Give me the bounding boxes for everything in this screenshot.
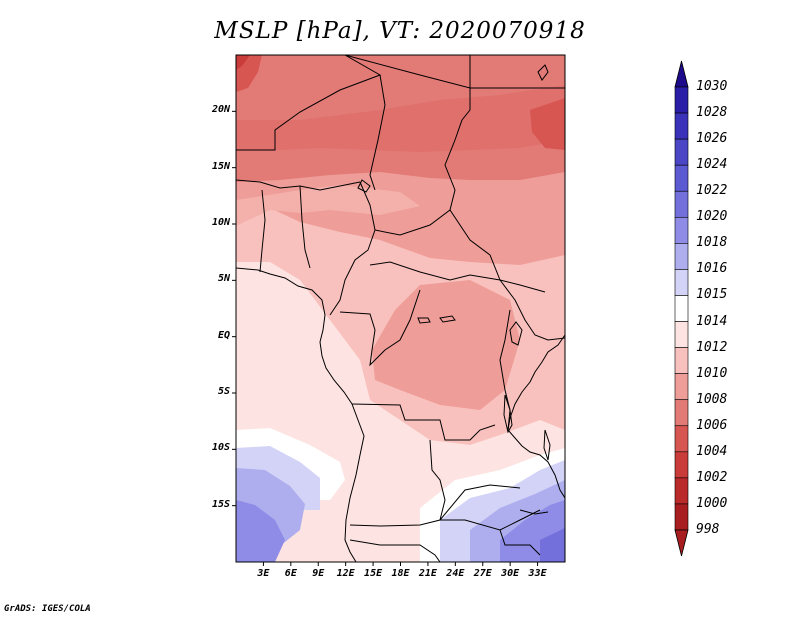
lon-tick-label: 21E: [418, 568, 437, 579]
colorbar-segment: [674, 425, 689, 453]
border-ghana-togo: [259, 189, 266, 273]
field-band-1008-congo: [372, 280, 520, 410]
colorbar-level-label: 1024: [696, 157, 728, 173]
lake-victoria: [509, 321, 523, 346]
lake-kariba: [519, 509, 549, 515]
lat-tick-label: 15S: [211, 498, 230, 510]
colorbar-segment: [674, 503, 689, 531]
border-car-north: [374, 209, 501, 281]
border-zimbabwe-moz: [499, 529, 541, 556]
colorbar-level-label: 998: [696, 522, 720, 537]
colorbar-segment: [674, 138, 689, 166]
border-angola-zambia: [429, 439, 446, 521]
atlantic-coastline: [236, 267, 365, 562]
field-band-1009: [236, 185, 420, 226]
colorbar-segment: [674, 347, 689, 374]
lat-tick-label: 15N: [211, 160, 230, 172]
border-angola-drc: [351, 403, 496, 441]
river-congo-2: [439, 315, 456, 323]
colorbar: [674, 60, 689, 557]
border-car-drc: [369, 261, 546, 293]
lat-tick-label: 5N: [217, 273, 230, 285]
lat-tick-label: EQ: [217, 329, 230, 341]
colorbar-level-label: 1012: [696, 339, 728, 355]
colorbar-level-label: 1016: [696, 261, 728, 277]
border-benin-nigeria: [299, 185, 311, 269]
lon-tick-label: 3E: [257, 568, 270, 579]
colorbar-level-label: 1030: [696, 79, 728, 94]
colorbar-level-label: 1020: [696, 209, 728, 225]
colorbar-level-label: 1014: [696, 313, 728, 329]
colorbar-level-label: 1004: [696, 443, 728, 459]
lon-tick-label: 15E: [364, 568, 383, 579]
colorbar-level-label: 1015: [696, 287, 728, 303]
colorbar-level-label: 1022: [696, 183, 728, 199]
lon-tick-label: 30E: [501, 568, 520, 579]
field-pocket-1004-ne: [530, 98, 565, 150]
colorbar-segment: [674, 243, 689, 270]
field-pocket-1002-nw: [236, 55, 250, 70]
lat-tick-label: 10N: [211, 217, 230, 228]
field-band-1018-west: [236, 500, 285, 562]
colorbar-segment: [674, 321, 689, 348]
colorbar-level-label: 1010: [696, 365, 728, 381]
border-chad-sudan: [444, 88, 471, 211]
footer-credit: GrADS: IGES/COLA: [4, 604, 91, 614]
border-south-sudan-uganda: [499, 279, 565, 341]
border-nigeria-cameroon: [329, 181, 376, 316]
colorbar-segment: [674, 190, 689, 218]
colorbar-segment: [674, 295, 689, 322]
lake-tanganyika: [503, 394, 513, 434]
pressure-field: [236, 55, 565, 562]
axis-ticks: [232, 110, 539, 566]
colorbar-level-label: 1026: [696, 131, 728, 147]
field-band-1005: [236, 85, 565, 152]
colorbar-segment: [674, 216, 689, 244]
coastlines-borders: [236, 55, 565, 562]
colorbar-level-label: 1000: [696, 495, 728, 511]
colorbar-segment: [674, 164, 689, 192]
colorbar-segment: [674, 86, 689, 114]
colorbar-segment: [674, 451, 689, 479]
colorbar-segment: [674, 399, 689, 427]
chart-title: MSLP [hPa], VT: 2020070918: [214, 18, 586, 44]
lon-tick-label: 27E: [473, 568, 492, 579]
colorbar-level-label: 1006: [696, 417, 728, 433]
border-namibia-botswana: [349, 539, 441, 562]
colorbar-max-arrow: [674, 60, 689, 88]
lat-tick-label: 10S: [211, 442, 230, 454]
lon-tick-label: 24E: [446, 568, 465, 579]
lon-tick-label: 18E: [391, 568, 410, 579]
lake-nasser: [537, 64, 549, 81]
colorbar-level-label: 1002: [696, 469, 728, 485]
colorbar-segment: [674, 477, 689, 505]
border-drc-east: [499, 309, 511, 431]
river-congo-1: [417, 317, 431, 324]
lake-chad: [357, 179, 371, 193]
lon-tick-label: 12E: [336, 568, 355, 579]
border-congo-gabon: [339, 289, 421, 367]
lon-tick-label: 9E: [312, 568, 325, 579]
colorbar-segment: [674, 112, 689, 140]
colorbar-segment: [674, 373, 689, 401]
field-band-1020-east: [540, 528, 565, 562]
lat-tick-label: 5S: [217, 386, 230, 397]
lake-malawi: [543, 429, 551, 461]
border-niger-libya: [344, 55, 471, 89]
lon-tick-label: 6E: [284, 568, 297, 579]
colorbar-level-label: 1018: [696, 235, 728, 251]
colorbar-segment: [674, 269, 689, 296]
colorbar-level-label: 1008: [696, 391, 728, 407]
border-niger-chad: [369, 74, 386, 191]
colorbar-level-label: 1028: [696, 105, 728, 121]
colorbar-min-arrow: [674, 529, 689, 557]
lon-tick-label: 33E: [528, 568, 547, 579]
lat-tick-label: 20N: [211, 104, 230, 116]
